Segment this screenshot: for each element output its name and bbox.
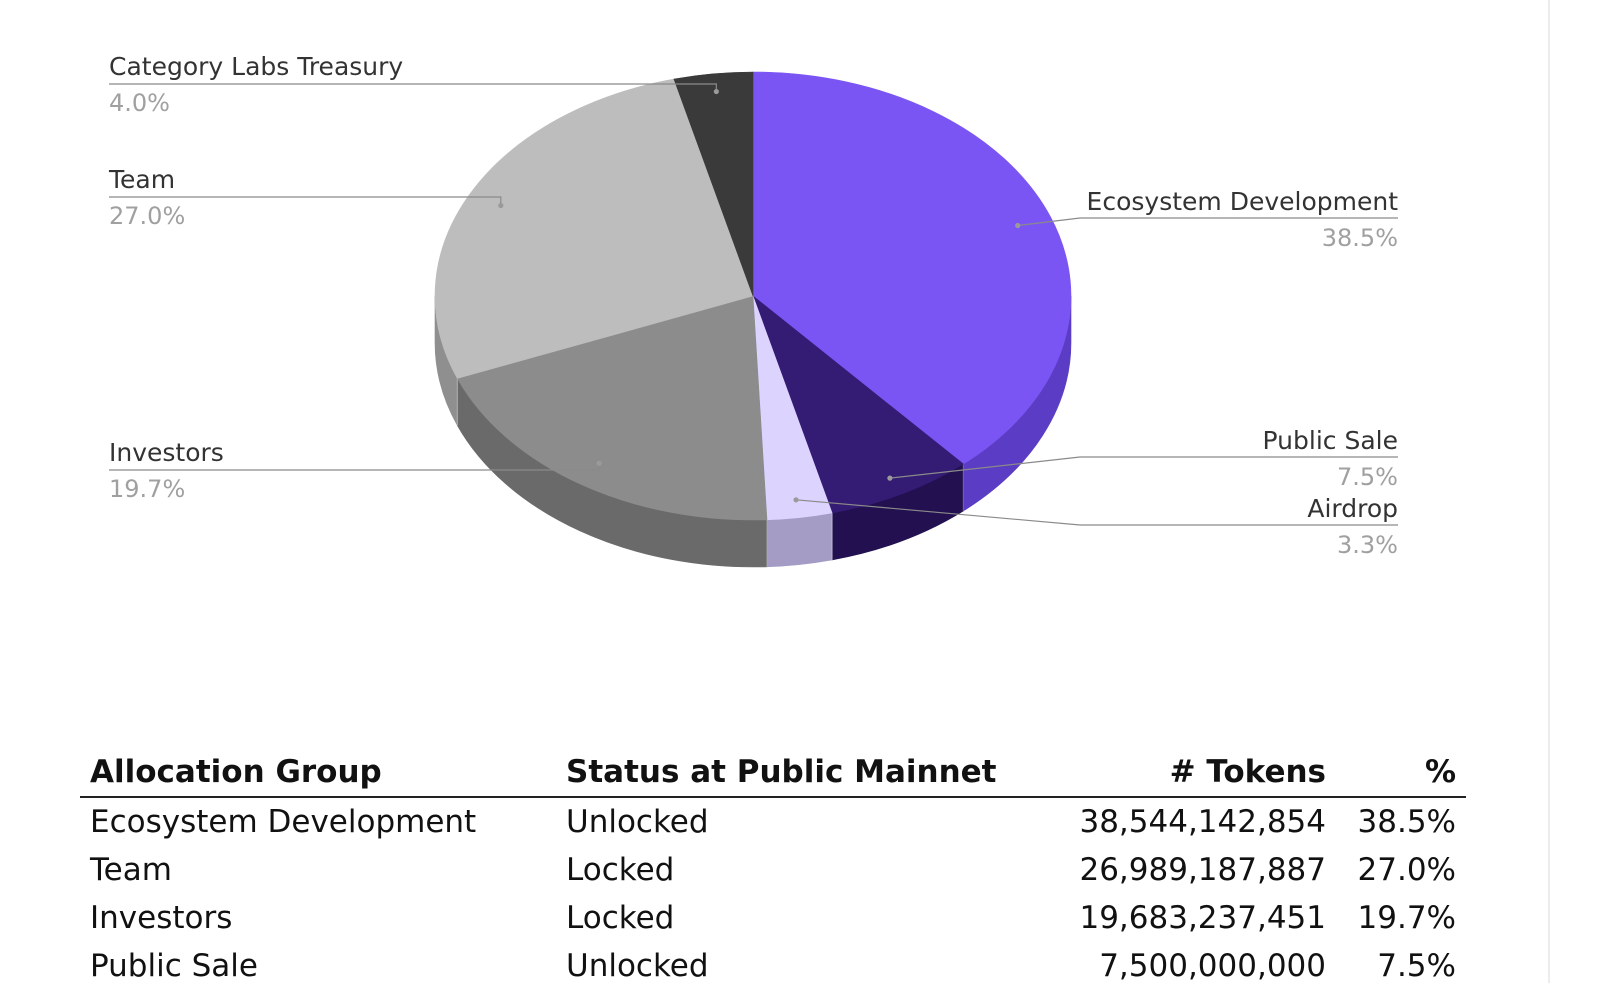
slice-label-ecosystem-development: Ecosystem Development: [1087, 187, 1399, 216]
leader-line-public-sale: [889, 456, 1398, 479]
cell-percent: 38.5%: [1357, 804, 1456, 840]
cell-group: Investors: [90, 900, 233, 936]
table-row: Ecosystem Development Unlocked 38,544,14…: [80, 797, 1466, 846]
pie-slice-category-labs-treasury: [673, 71, 754, 297]
allocation-pie-chart: Ecosystem Development 38.5% Public Sale 7.5…: [108, 52, 1398, 568]
table-row: Public Sale Unlocked 7,500,000,000 7.5%: [80, 942, 1466, 990]
cell-percent: 7.5%: [1377, 948, 1456, 984]
cell-tokens: 7,500,000,000: [1099, 948, 1326, 984]
cell-status: Unlocked: [566, 948, 709, 984]
leader-dot-airdrop: [793, 497, 799, 503]
leader-line-ecosystem-development: [1017, 217, 1398, 227]
cell-tokens: 26,989,187,887: [1079, 852, 1326, 888]
cell-tokens: 19,683,237,451: [1079, 900, 1326, 936]
cell-status: Locked: [566, 900, 675, 936]
leader-line-airdrop: [795, 499, 1398, 526]
table-header-row: Allocation Group Status at Public Mainne…: [80, 752, 1466, 798]
leader-line-category-labs-treasury: [109, 83, 717, 92]
leader-line-team: [109, 196, 502, 206]
allocation-table: Allocation Group Status at Public Mainne…: [80, 752, 1466, 990]
slice-label-team: Team: [108, 165, 175, 194]
leader-dot-investors: [596, 460, 602, 466]
header-tokens: # Tokens: [1016, 752, 1336, 798]
pie-top-faces: [434, 71, 1072, 521]
cell-status: Locked: [566, 852, 675, 888]
slice-percent-public-sale: 7.5%: [1337, 463, 1398, 491]
pie-slice-public-sale: [752, 295, 964, 514]
cell-group: Public Sale: [90, 948, 258, 984]
cell-percent: 27.0%: [1357, 852, 1456, 888]
cell-status: Unlocked: [566, 804, 709, 840]
pie-chart-svg: Ecosystem Development 38.5% Public Sale 7.5…: [108, 52, 1398, 568]
table-row: Team Locked 26,989,187,887 27.0%: [80, 846, 1466, 894]
table-row: Investors Locked 19,683,237,451 19.7%: [80, 894, 1466, 942]
header-status: Status at Public Mainnet: [556, 752, 1016, 798]
cell-group: Ecosystem Development: [90, 804, 477, 840]
pie-labels: Ecosystem Development 38.5% Public Sale 7.5…: [108, 52, 1398, 559]
page-edge-divider: [1548, 0, 1550, 983]
pie-side-airdrop: [766, 512, 833, 568]
leader-dot-category-labs-treasury: [713, 88, 719, 95]
pie-slice-ecosystem-development: [752, 71, 1072, 465]
leader-dot-ecosystem-development: [1015, 222, 1021, 229]
leader-dot-public-sale: [887, 475, 893, 481]
cell-group: Team: [90, 852, 172, 888]
leader-dot-team: [498, 202, 504, 209]
slice-percent-investors: 19.7%: [109, 475, 185, 503]
slice-label-public-sale: Public Sale: [1263, 426, 1398, 455]
slice-percent-category-labs-treasury: 4.0%: [109, 89, 170, 117]
pie-slice-investors: [456, 295, 768, 521]
header-percent: %: [1336, 752, 1466, 798]
slice-percent-ecosystem-development: 38.5%: [1322, 224, 1398, 252]
slice-label-airdrop: Airdrop: [1307, 494, 1398, 523]
cell-percent: 19.7%: [1357, 900, 1456, 936]
pie-slice-team: [434, 78, 754, 379]
slice-percent-team: 27.0%: [109, 202, 185, 230]
header-allocation-group: Allocation Group: [80, 752, 556, 798]
cell-tokens: 38,544,142,854: [1079, 804, 1326, 840]
slice-label-investors: Investors: [109, 438, 224, 467]
slice-percent-airdrop: 3.3%: [1337, 531, 1398, 559]
slice-label-category-labs-treasury: Category Labs Treasury: [109, 52, 403, 81]
